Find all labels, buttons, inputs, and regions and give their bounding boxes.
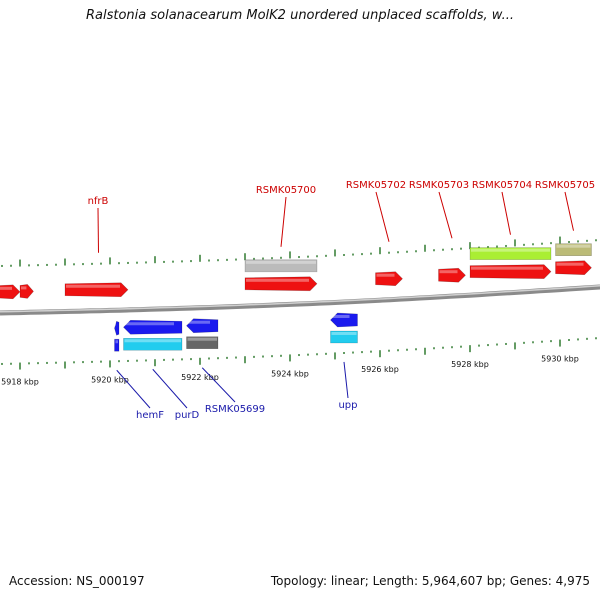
feature-gloss <box>556 262 584 266</box>
gene-label-leader <box>375 191 390 242</box>
reverse-gene-feature[interactable] <box>330 312 358 328</box>
feature-gloss <box>331 331 357 335</box>
gene-label-leader <box>438 191 453 239</box>
forward-gene-feature[interactable] <box>375 271 403 287</box>
gene-label-leader <box>97 207 99 253</box>
gene-label-leader <box>116 369 151 409</box>
reverse-gene-feature[interactable] <box>123 319 183 335</box>
gene-label-leader <box>501 191 511 235</box>
gene-label[interactable]: upp <box>338 400 357 411</box>
forward-gene-feature[interactable] <box>555 260 592 276</box>
feature-gloss <box>471 248 550 252</box>
gene-label-leader <box>152 368 188 409</box>
chromosome-backbone <box>0 284 600 316</box>
gene-label[interactable]: RSMK05705 <box>535 180 595 191</box>
map-title: Ralstonia solanacearum MolK2 unordered u… <box>85 8 514 23</box>
forward-gene-feature[interactable] <box>469 247 552 260</box>
genome-summary: Topology: linear; Length: 5,964,607 bp; … <box>270 574 590 588</box>
axis-tick-label: 5920 kbp <box>91 375 129 384</box>
gene-label[interactable]: nfrB <box>88 196 109 207</box>
reverse-gene-feature[interactable] <box>186 318 219 334</box>
feature-gloss <box>66 284 120 288</box>
feature-gloss <box>331 314 350 318</box>
gene-label-leader <box>343 361 349 399</box>
axis-tick-label: 5928 kbp <box>451 360 489 369</box>
reverse-gene-feature[interactable] <box>123 337 183 351</box>
gene-label[interactable]: RSMK05702 <box>346 180 406 191</box>
gene-label-leader <box>280 196 287 247</box>
forward-gene-feature[interactable] <box>555 243 592 257</box>
feature-gloss <box>246 260 316 264</box>
gene-label-layer: nfrB RSMK05700 RSMK05702 RSMK05703 RSMK05704… <box>88 180 596 421</box>
forward-gene-feature[interactable] <box>469 264 552 279</box>
reverse-gene-feature[interactable] <box>330 330 358 344</box>
gene-label[interactable]: purD <box>175 410 200 421</box>
feature-gloss <box>376 273 395 277</box>
reverse-gene-feature[interactable] <box>186 336 219 350</box>
gene-label-leader <box>564 191 574 231</box>
feature-gloss <box>471 266 543 270</box>
backbone-highlight <box>0 285 600 313</box>
feature-gloss <box>187 337 217 341</box>
reverse-gene-feature[interactable] <box>114 320 120 336</box>
forward-gene-feature[interactable] <box>244 259 318 273</box>
accession-label: Accession: NS_000197 <box>9 574 145 588</box>
gene-label[interactable]: RSMK05700 <box>256 185 316 196</box>
feature-gloss <box>115 340 118 344</box>
forward-gene-feature[interactable] <box>438 267 466 283</box>
feature-gloss <box>187 320 210 324</box>
axis-tick-label: 5926 kbp <box>361 365 399 374</box>
axis-tick-label: 5924 kbp <box>271 369 309 378</box>
backbone-line <box>0 284 600 316</box>
gene-label[interactable]: RSMK05703 <box>409 180 469 191</box>
gene-label[interactable]: RSMK05699 <box>205 404 265 415</box>
axis-tick-label: 5918 kbp <box>1 378 39 387</box>
gene-label[interactable]: hemF <box>136 410 164 421</box>
feature-gloss <box>21 286 27 290</box>
gene-label-leader <box>201 367 236 403</box>
feature-gloss <box>124 339 181 343</box>
gene-label[interactable]: RSMK05704 <box>472 180 532 191</box>
forward-gene-feature[interactable] <box>19 284 34 299</box>
feature-gloss <box>0 286 12 290</box>
feature-gloss <box>246 278 309 282</box>
axis-tick-label: 5922 kbp <box>181 373 219 382</box>
forward-gene-feature[interactable] <box>244 276 318 292</box>
feature-gloss <box>439 270 458 274</box>
forward-gene-feature[interactable] <box>0 284 21 300</box>
forward-gene-feature[interactable] <box>64 282 129 298</box>
feature-gloss <box>556 244 591 248</box>
gene-feature-layer <box>0 243 592 352</box>
axis-tick-label: 5930 kbp <box>541 355 579 364</box>
tick-layer: 5918 kbp 5920 kbp 5922 kbp 5924 kbp 5926 kbp… <box>1 236 597 387</box>
feature-gloss <box>124 322 174 326</box>
reverse-gene-feature[interactable] <box>114 338 120 352</box>
